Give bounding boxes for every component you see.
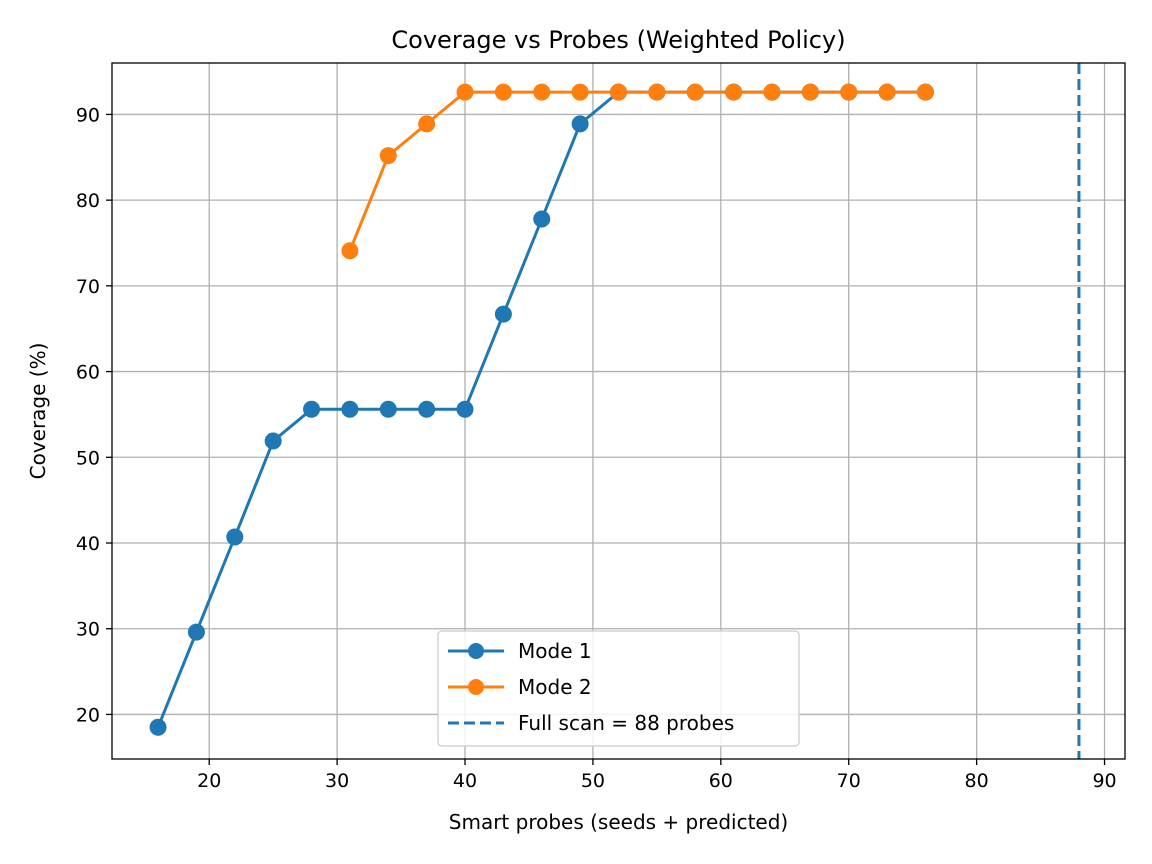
x-tick-label: 40 <box>453 770 477 792</box>
x-axis-title: Smart probes (seeds + predicted) <box>449 810 788 834</box>
data-point-mode-2 <box>341 242 359 260</box>
legend-entry: Mode 2 <box>448 675 592 699</box>
y-tick-label: 20 <box>76 704 100 726</box>
x-tick-label: 90 <box>1092 770 1116 792</box>
data-point-mode-2 <box>686 83 704 101</box>
y-tick-label: 50 <box>76 447 100 469</box>
data-point-mode-1 <box>341 400 359 418</box>
legend-items: Mode 1 Mode 2 Full scan = 88 probes <box>448 639 734 735</box>
x-tick-label: 80 <box>965 770 989 792</box>
data-point-mode-1 <box>187 623 205 641</box>
chart-title: Coverage vs Probes (Weighted Policy) <box>391 26 845 54</box>
series-line-mode-2 <box>348 90 926 252</box>
data-point-mode-2 <box>763 83 781 101</box>
data-point-mode-1 <box>533 210 551 228</box>
plot-area-frame <box>111 62 1126 760</box>
data-point-mode-2 <box>456 83 474 101</box>
legend-swatch-marker <box>468 679 484 695</box>
data-point-mode-2 <box>610 83 627 101</box>
legend-swatch-marker <box>468 643 484 659</box>
series-markers <box>149 83 934 736</box>
y-tick-label: 90 <box>76 104 100 126</box>
data-point-mode-2 <box>494 83 512 101</box>
data-point-mode-1 <box>418 400 436 418</box>
data-point-mode-1 <box>494 305 512 323</box>
data-point-mode-2 <box>725 83 743 101</box>
data-point-mode-1 <box>571 115 589 133</box>
x-tick-label: 50 <box>581 770 605 792</box>
x-tick-label: 20 <box>197 770 221 792</box>
y-tick-label: 60 <box>76 362 100 384</box>
y-tick-label: 70 <box>76 276 100 298</box>
data-point-mode-2 <box>379 147 397 165</box>
data-point-mode-2 <box>648 83 666 101</box>
legend-label: Mode 1 <box>518 639 592 663</box>
legend-label: Full scan = 88 probes <box>518 711 734 735</box>
data-point-mode-1 <box>264 432 282 450</box>
y-tick-label: 40 <box>76 533 100 555</box>
x-tick-label: 70 <box>837 770 861 792</box>
y-tick-label: 30 <box>76 619 100 641</box>
legend-box <box>437 630 800 747</box>
grid-lines <box>112 63 1125 759</box>
y-tick-label: 80 <box>76 190 100 212</box>
data-point-mode-1 <box>226 528 244 546</box>
data-point-mode-1 <box>303 400 321 418</box>
data-point-mode-2 <box>840 83 858 101</box>
legend-label: Mode 2 <box>518 675 592 699</box>
data-point-mode-2 <box>801 83 819 101</box>
data-point-mode-2 <box>916 83 934 101</box>
data-point-mode-1 <box>379 400 397 418</box>
x-tick-label: 60 <box>709 770 733 792</box>
x-tick-label: 30 <box>325 770 349 792</box>
legend-entry: Full scan = 88 probes <box>448 711 734 735</box>
data-point-mode-2 <box>418 115 436 133</box>
legend: Mode 1 Mode 2 Full scan = 88 probes <box>437 630 800 747</box>
axis-ticks: 20 30 40 50 60 70 80 90 20 30 40 50 60 70 80 90 <box>76 104 1117 792</box>
data-point-mode-2 <box>878 83 896 101</box>
legend-entry: Mode 1 <box>448 639 592 663</box>
data-point-mode-1 <box>456 400 474 418</box>
data-point-mode-2 <box>571 83 589 101</box>
y-axis-title: Coverage (%) <box>26 343 50 480</box>
data-point-mode-2 <box>533 83 551 101</box>
data-point-mode-1 <box>149 718 167 736</box>
